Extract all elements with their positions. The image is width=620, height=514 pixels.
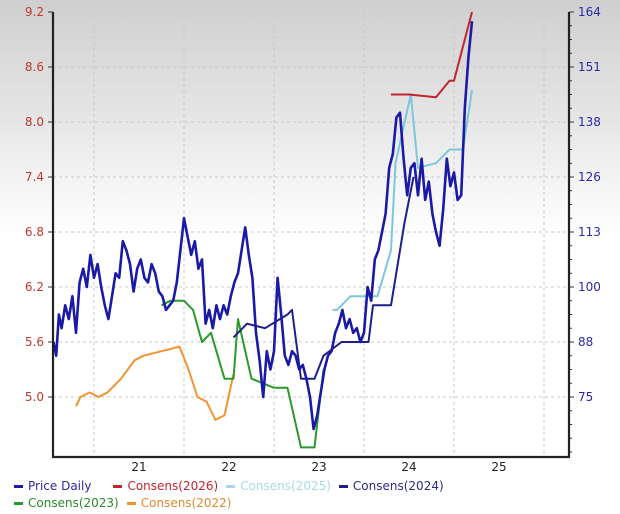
legend-label: Consens(2025) — [240, 479, 331, 493]
legend-label: Consens(2023) — [28, 496, 119, 510]
y-right-tick-label: 164 — [578, 5, 601, 19]
legend-swatch-icon — [14, 485, 23, 488]
gridlines — [53, 12, 569, 457]
y-left-tick-label: 8.6 — [25, 60, 44, 74]
legend-swatch-icon — [14, 502, 23, 505]
legend-label: Consens(2024) — [352, 479, 444, 493]
legend-swatch-icon — [338, 485, 348, 488]
legend-label: Price Daily — [28, 479, 92, 493]
legend-row-1: Price Daily Consens(2026) Consens(2025) … — [14, 478, 614, 495]
x-tick-label: 22 — [221, 460, 236, 474]
x-tick-label: 23 — [311, 460, 326, 474]
y-right-tick-label: 88 — [578, 335, 593, 349]
y-left-tick-label: 5.0 — [25, 390, 44, 404]
x-tick-label: 21 — [131, 460, 146, 474]
series-line-consens-2026- — [391, 11, 473, 99]
y-right-tick-label: 138 — [578, 115, 601, 129]
legend: Price Daily Consens(2026) Consens(2025) … — [14, 478, 614, 512]
series-line-price-daily — [52, 21, 474, 431]
legend-swatch-icon — [226, 485, 236, 488]
y-right-tick-label: 151 — [578, 60, 601, 74]
legend-item-consens-2026[interactable]: Consens(2026) — [113, 478, 218, 495]
legend-swatch-icon — [113, 485, 123, 488]
legend-item-consens-2023[interactable]: Consens(2023) — [14, 495, 119, 512]
chart-background — [0, 0, 620, 460]
series-line-consens-2023- — [161, 299, 325, 449]
x-tick-label: 25 — [491, 460, 506, 474]
axes — [48, 11, 574, 459]
y-right-tick-label: 126 — [578, 170, 601, 184]
legend-item-consens-2024[interactable]: Consens(2024) — [338, 478, 444, 495]
legend-swatch-icon — [126, 502, 136, 505]
series-line-consens-2022- — [75, 345, 235, 421]
legend-label: Consens(2026) — [127, 479, 219, 493]
y-right-tick-label: 100 — [578, 280, 601, 294]
series-lines — [52, 11, 474, 449]
y-left-tick-label: 9.2 — [25, 5, 44, 19]
legend-item-consens-2022[interactable]: Consens(2022) — [126, 495, 232, 512]
legend-item-price-daily[interactable]: Price Daily — [14, 478, 91, 495]
series-line-consens-2025- — [332, 89, 473, 311]
legend-row-2: Consens(2023) Consens(2022) — [14, 495, 614, 512]
legend-item-consens-2025[interactable]: Consens(2025) — [226, 478, 331, 495]
tick-labels: 9.2 164 8.6 151 8.0 138 7.4 126 6.8 113 6.2 100 5.6 8… — [25, 5, 601, 474]
plot-area: 9.2 164 8.6 151 8.0 138 7.4 126 6.8 113 6.2 100 5.6 8… — [25, 5, 601, 474]
series-line-consens-2024- — [232, 176, 415, 380]
y-left-tick-label: 6.2 — [25, 280, 44, 294]
y-left-tick-label: 7.4 — [25, 170, 44, 184]
y-right-tick-label: 113 — [578, 225, 601, 239]
x-tick-label: 24 — [401, 460, 416, 474]
y-left-tick-label: 8.0 — [25, 115, 44, 129]
legend-label: Consens(2022) — [140, 496, 232, 510]
y-left-tick-label: 6.8 — [25, 225, 44, 239]
y-right-tick-label: 75 — [578, 390, 593, 404]
y-left-tick-label: 5.6 — [25, 335, 44, 349]
